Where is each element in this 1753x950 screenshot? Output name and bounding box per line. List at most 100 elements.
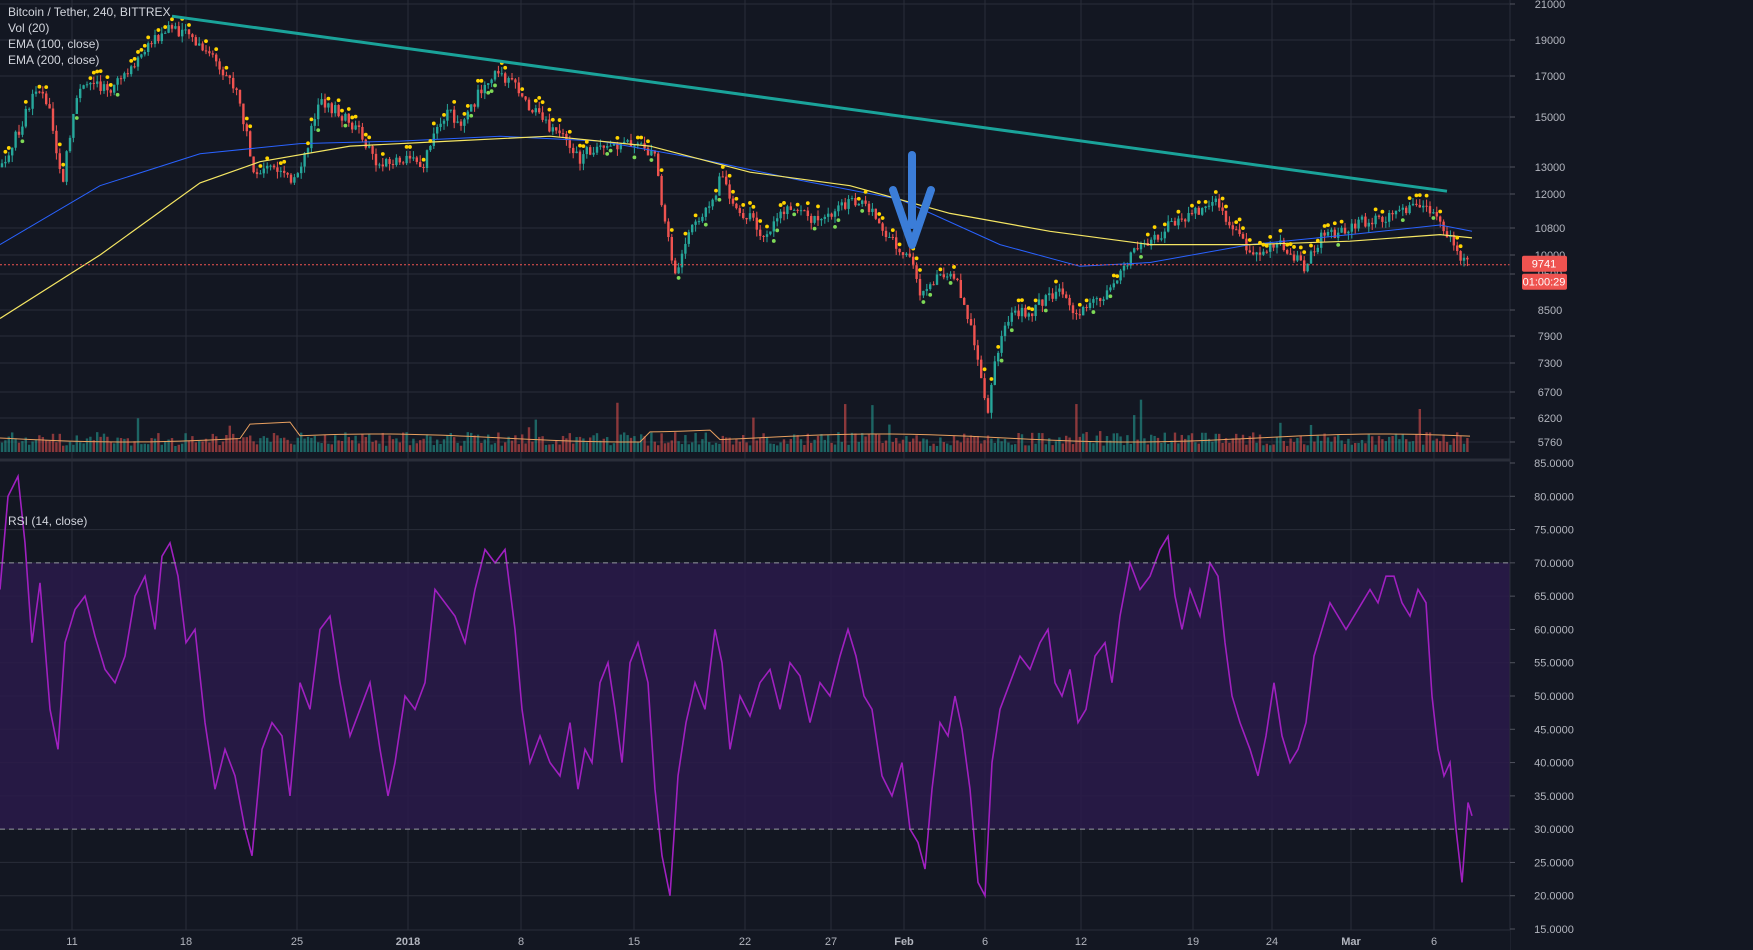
ema-100-legend[interactable]: EMA (100, close) <box>8 37 100 51</box>
volume-bar <box>718 443 721 452</box>
signal-dot <box>489 89 494 94</box>
signal-dot <box>309 117 314 122</box>
candle-body <box>157 35 160 42</box>
candle-body <box>963 298 966 305</box>
volume-bar <box>289 443 293 452</box>
candle-body <box>1041 299 1044 306</box>
candle-body <box>956 278 959 281</box>
volume-bar <box>354 435 357 452</box>
volume-bar <box>694 432 697 452</box>
candle-body <box>1031 313 1034 317</box>
candle-body <box>85 84 89 86</box>
signal-dot <box>316 128 321 133</box>
ema-200-legend[interactable]: EMA (200, close) <box>8 53 100 67</box>
volume-bar <box>1133 415 1136 452</box>
candle-body <box>191 34 194 38</box>
volume-bar <box>677 441 680 452</box>
volume-bar <box>1020 434 1024 452</box>
volume-bar <box>102 433 106 452</box>
signal-dot <box>714 188 718 193</box>
signal-dot <box>493 83 497 88</box>
price-axis[interactable]: 2100019000170001500013000120001080010000… <box>1509 0 1753 950</box>
volume-bar <box>357 443 361 452</box>
candle-body <box>296 173 299 178</box>
volume-bar <box>1388 436 1391 452</box>
volume-bar <box>1014 444 1017 452</box>
candle-body <box>255 172 259 175</box>
candle-body <box>147 43 150 53</box>
volume-bar <box>1201 432 1204 452</box>
signal-dot <box>646 139 650 144</box>
candle-body <box>1286 250 1289 254</box>
time-tick-label: 27 <box>825 936 837 948</box>
volume-bar <box>181 443 184 452</box>
signal-dot <box>775 228 780 233</box>
signal-dot <box>265 156 270 161</box>
volume-bar <box>1122 445 1126 452</box>
volume-bar <box>1248 436 1251 452</box>
signal-dot <box>1234 220 1239 225</box>
volume-bar <box>0 442 4 452</box>
volume-bar <box>884 440 888 452</box>
signal-dot <box>1054 279 1058 284</box>
candle-body <box>1129 252 1132 266</box>
candle-body <box>983 378 986 399</box>
signal-dot <box>244 116 249 121</box>
volume-bar <box>439 444 442 452</box>
down-arrow-annotation <box>889 151 935 249</box>
time-axis-background <box>0 930 1510 950</box>
candle-body <box>1309 251 1313 264</box>
volume-bar <box>1150 434 1153 452</box>
volume-bar <box>1313 441 1316 452</box>
volume-bar <box>799 439 803 452</box>
volume-bar <box>1330 441 1333 452</box>
volume-bar <box>1466 437 1469 452</box>
time-tick-label: 6 <box>982 936 988 948</box>
volume-bar <box>99 436 102 452</box>
volume-bar <box>922 438 925 452</box>
signal-dot <box>1224 204 1228 209</box>
rsi-axis[interactable]: 85.0000 80.0000 75.0000 70.0000 65.0000 60.00… <box>1510 458 1574 936</box>
candle-body <box>912 256 915 266</box>
rsi-legend[interactable]: RSI (14, close) <box>8 514 88 528</box>
volume-bar <box>820 434 823 452</box>
candle-body <box>531 110 534 113</box>
volume-legend[interactable]: Vol (20) <box>8 21 50 35</box>
volume-bar <box>915 435 918 452</box>
symbol-title[interactable]: Bitcoin / Tether, 240, BITTREX <box>8 5 171 19</box>
volume-bar <box>531 441 534 452</box>
volume-bar <box>1354 443 1357 452</box>
volume-bar <box>942 442 945 452</box>
volume-bar <box>72 444 75 452</box>
volume-bar <box>1364 443 1367 452</box>
rsi-line <box>0 473 1473 899</box>
signal-dot <box>187 23 191 27</box>
volume-bar <box>626 435 629 452</box>
candle-body <box>361 126 364 140</box>
volume-bar <box>680 444 684 452</box>
volume-bar <box>830 442 833 452</box>
price-tick-label: 17000 <box>1535 71 1566 83</box>
signal-dot <box>1196 200 1201 205</box>
signal-dot <box>795 202 800 207</box>
signal-dot <box>982 367 987 372</box>
signal-dot <box>1424 193 1429 198</box>
candle-body <box>1306 263 1309 272</box>
volume-bar <box>1139 399 1143 452</box>
signal-dot <box>669 228 674 232</box>
candle-body <box>136 57 140 67</box>
candle-body <box>1010 312 1013 322</box>
volume-bar <box>395 438 398 452</box>
volume-bar <box>269 441 272 452</box>
trendline[interactable] <box>171 14 1448 193</box>
volume-bar <box>1432 440 1435 452</box>
candle-body <box>1289 253 1292 255</box>
candle-body <box>551 127 554 132</box>
candle-body <box>959 280 962 299</box>
time-axis[interactable]: 11 18 25 2018 8 15 22 27 Feb 6 12 19 24 Mar 6 <box>0 929 1510 950</box>
volume-bar <box>153 438 157 452</box>
volume-bar <box>232 433 235 452</box>
candle-body <box>759 229 762 236</box>
candle-body <box>1296 255 1299 261</box>
